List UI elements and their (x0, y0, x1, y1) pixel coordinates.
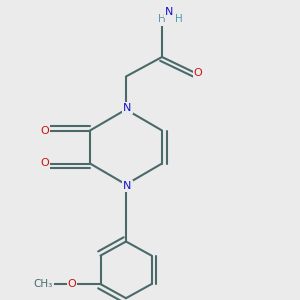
Text: CH₃: CH₃ (33, 279, 52, 289)
Text: H: H (158, 14, 166, 25)
Text: N: N (123, 103, 132, 113)
Text: O: O (40, 158, 50, 169)
Text: N: N (123, 181, 132, 191)
Text: N: N (165, 7, 174, 17)
Text: O: O (40, 125, 50, 136)
Text: H: H (175, 14, 182, 25)
Text: O: O (194, 68, 202, 79)
Text: O: O (68, 279, 76, 289)
